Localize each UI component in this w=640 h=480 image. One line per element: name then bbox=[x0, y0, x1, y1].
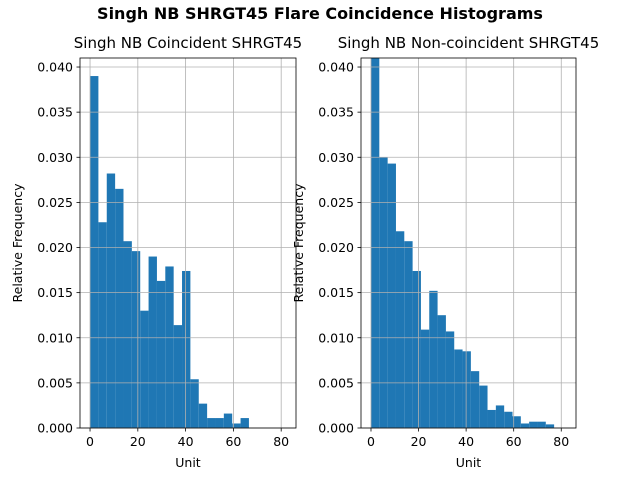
histogram-bar bbox=[479, 385, 488, 428]
y-tick-label: 0.025 bbox=[37, 195, 73, 210]
histogram-bar bbox=[223, 413, 233, 428]
histogram-bar bbox=[165, 266, 174, 428]
histogram-bar bbox=[90, 76, 99, 428]
y-axis-label: Relative Frequency bbox=[291, 183, 306, 303]
histogram-bar bbox=[173, 325, 183, 428]
x-tick-label: 20 bbox=[130, 434, 146, 449]
y-tick-label: 0.010 bbox=[37, 330, 73, 345]
histogram-bar bbox=[545, 424, 555, 428]
histogram-bar bbox=[387, 163, 396, 428]
y-tick-label: 0.020 bbox=[318, 240, 354, 255]
x-axis-label: Unit bbox=[456, 455, 482, 470]
histogram-coincident: 0 20 40 60 80 0.000 0.005 0.010 0.015 0.020 0.025 0… bbox=[10, 34, 302, 470]
y-tick-label: 0.030 bbox=[318, 150, 354, 165]
histogram-bar bbox=[395, 231, 405, 428]
histogram-bar bbox=[462, 351, 471, 428]
panel-title: Singh NB Coincident SHRGT45 bbox=[74, 34, 302, 52]
bars bbox=[90, 76, 249, 428]
histogram-bar bbox=[131, 251, 141, 428]
y-tick-label: 0.005 bbox=[37, 375, 73, 390]
histogram-bar bbox=[115, 188, 124, 428]
histogram-bar bbox=[512, 416, 521, 428]
y-tick-label: 0.005 bbox=[318, 375, 354, 390]
histogram-bar bbox=[470, 371, 480, 428]
figure-title: Singh NB SHRGT45 Flare Coincidence Histo… bbox=[97, 4, 543, 23]
histogram-bar bbox=[495, 405, 505, 428]
plot-frame bbox=[360, 57, 577, 429]
histogram-bar bbox=[437, 315, 446, 428]
histogram-bar bbox=[106, 173, 116, 428]
histogram-bar bbox=[156, 280, 166, 428]
histogram-bar bbox=[487, 409, 496, 428]
x-tick-label: 40 bbox=[458, 434, 474, 449]
y-tick-label: 0.040 bbox=[318, 60, 354, 75]
x-axis-label: Unit bbox=[175, 455, 201, 470]
histogram-bar bbox=[215, 418, 224, 428]
panel-title: Singh NB Non-coincident SHRGT45 bbox=[338, 34, 600, 52]
x-tick-label: 60 bbox=[225, 434, 241, 449]
y-tick-label: 0.015 bbox=[318, 285, 354, 300]
x-tick-label: 20 bbox=[411, 434, 427, 449]
x-tick-label: 60 bbox=[506, 434, 522, 449]
y-tick-label: 0.030 bbox=[37, 150, 73, 165]
y-axis-label: Relative Frequency bbox=[10, 183, 25, 303]
y-tick-label: 0.010 bbox=[318, 330, 354, 345]
x-tick-label: 0 bbox=[367, 434, 375, 449]
histogram-bar bbox=[140, 310, 149, 428]
histogram-bar bbox=[404, 241, 413, 428]
histogram-bar bbox=[520, 423, 530, 428]
histogram-bar bbox=[537, 421, 546, 428]
y-tick-label: 0.015 bbox=[37, 285, 73, 300]
histogram-bar bbox=[420, 329, 430, 428]
histogram-bar bbox=[429, 290, 438, 428]
histogram-bar bbox=[412, 270, 421, 428]
histogram-bar bbox=[454, 349, 463, 428]
x-tick-label: 80 bbox=[553, 434, 569, 449]
y-tick-label: 0.000 bbox=[37, 421, 73, 436]
histogram-non-coincident: 0 20 40 60 80 0.000 0.005 0.010 0.015 0.020 0.025 0… bbox=[291, 34, 599, 470]
histogram-bar bbox=[529, 421, 538, 428]
histogram-bar bbox=[240, 418, 249, 428]
histogram-bar bbox=[232, 423, 241, 428]
histogram-bar bbox=[98, 222, 107, 428]
y-tick-label: 0.035 bbox=[37, 105, 73, 120]
y-tick-label: 0.040 bbox=[37, 60, 73, 75]
x-tick-label: 40 bbox=[178, 434, 194, 449]
histogram-bar bbox=[370, 58, 380, 428]
y-tick-label: 0.035 bbox=[318, 105, 354, 120]
histogram-bar bbox=[123, 241, 132, 428]
histogram-bar bbox=[207, 418, 216, 428]
y-tick-label: 0.020 bbox=[37, 240, 73, 255]
y-tick-label: 0.025 bbox=[318, 195, 354, 210]
histogram-bar bbox=[504, 411, 513, 428]
plot-frame bbox=[79, 57, 297, 429]
x-tick-label: 80 bbox=[273, 434, 289, 449]
x-tick-label: 0 bbox=[86, 434, 94, 449]
histogram-bar bbox=[182, 270, 191, 428]
histogram-bar bbox=[198, 403, 208, 428]
histogram-bar bbox=[445, 331, 455, 428]
histogram-bar bbox=[190, 379, 199, 428]
histogram-bar bbox=[148, 256, 157, 428]
y-tick-label: 0.000 bbox=[318, 421, 354, 436]
